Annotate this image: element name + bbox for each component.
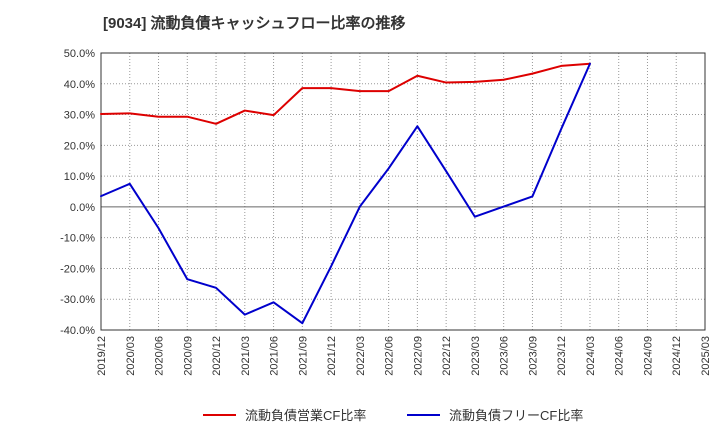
data-point [243, 109, 246, 112]
data-point [358, 205, 361, 208]
legend-label: 流動負債フリーCF比率 [449, 408, 583, 423]
plot-area [101, 53, 705, 330]
x-tick-label: 2020/03 [125, 336, 137, 376]
data-point [358, 90, 361, 93]
data-point [560, 64, 563, 67]
data-point [128, 182, 131, 185]
data-point [416, 125, 419, 128]
x-tick-label: 2024/12 [671, 336, 683, 376]
data-point [473, 215, 476, 218]
data-point [186, 115, 189, 118]
x-tick-label: 2022/03 [355, 336, 367, 376]
data-point [157, 115, 160, 118]
x-tick-label: 2021/09 [297, 336, 309, 376]
x-tick-label: 2021/12 [326, 336, 338, 376]
data-point [531, 195, 534, 198]
data-point [445, 81, 448, 84]
x-tick-label: 2022/09 [412, 336, 424, 376]
data-point [301, 322, 304, 325]
data-point [128, 112, 131, 115]
series-operating-cf-line [100, 62, 591, 125]
data-point [387, 90, 390, 93]
y-tick-label: 30.0% [64, 110, 95, 122]
data-point [387, 167, 390, 170]
y-tick-label: -20.0% [60, 263, 95, 275]
x-tick-label: 2023/12 [556, 336, 568, 376]
data-point [243, 313, 246, 316]
x-tick-label: 2024/06 [614, 336, 626, 376]
x-tick-label: 2020/09 [182, 336, 194, 376]
x-tick-label: 2024/09 [642, 336, 654, 376]
data-point [560, 128, 563, 131]
data-point [272, 114, 275, 117]
x-tick-label: 2021/03 [240, 336, 252, 376]
data-point [588, 62, 591, 65]
data-point [330, 265, 333, 268]
x-tick-label: 2023/09 [527, 336, 539, 376]
data-point [272, 301, 275, 304]
y-tick-label: -10.0% [60, 233, 95, 245]
x-tick-label: 2024/03 [585, 336, 597, 376]
series-free-cf-line [100, 62, 591, 325]
y-tick-label: -30.0% [60, 294, 95, 306]
x-tick-label: 2023/03 [470, 336, 482, 376]
y-tick-label: 10.0% [64, 171, 95, 183]
data-point [301, 87, 304, 90]
y-tick-label: -40.0% [60, 325, 95, 337]
data-point [330, 87, 333, 90]
plot-border [100, 52, 706, 331]
data-point [157, 227, 160, 230]
data-point [215, 286, 218, 289]
x-tick-label: 2019/12 [96, 336, 108, 376]
data-point [416, 74, 419, 77]
data-point [445, 170, 448, 173]
data-point [502, 205, 505, 208]
chart-title: [9034] 流動負債キャッシュフロー比率の推移 [103, 15, 406, 32]
legend-label: 流動負債営業CF比率 [245, 408, 366, 423]
data-point [502, 78, 505, 81]
x-tick-label: 2020/06 [154, 336, 166, 376]
data-point [100, 112, 103, 115]
data-point [215, 122, 218, 125]
data-point [186, 278, 189, 281]
x-tick-label: 2025/03 [700, 336, 712, 376]
x-tick-label: 2021/06 [269, 336, 281, 376]
x-tick-label: 2022/12 [441, 336, 453, 376]
data-point [473, 80, 476, 83]
y-tick-label: 40.0% [64, 79, 95, 91]
x-tick-label: 2020/12 [211, 336, 223, 376]
y-tick-label: 20.0% [64, 140, 95, 152]
x-tick-label: 2022/06 [384, 336, 396, 376]
data-point [531, 72, 534, 75]
y-tick-label: 0.0% [70, 202, 95, 214]
data-point [100, 195, 103, 198]
y-tick-label: 50.0% [64, 48, 95, 60]
x-tick-label: 2023/06 [499, 336, 511, 376]
